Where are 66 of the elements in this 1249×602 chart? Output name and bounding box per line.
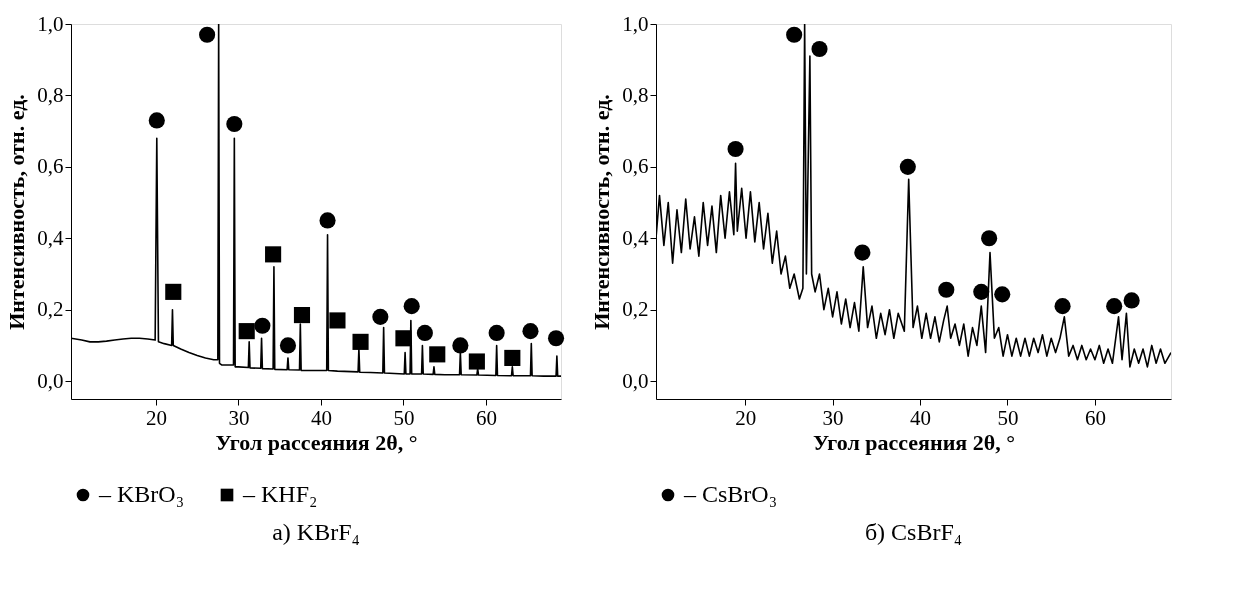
legend-label: – CsBrO₃	[683, 481, 778, 507]
point	[522, 323, 539, 340]
y-tick-label: 0,2	[622, 297, 649, 322]
x-axis-title: Угол рассеяния 2θ, °	[812, 429, 1016, 455]
point	[938, 281, 955, 298]
y-tick-label: 1,0	[622, 11, 649, 36]
point	[372, 308, 389, 325]
y-axis-title: Интенсивность, отн. ед.	[589, 94, 615, 330]
text: б) CsBrF₄	[864, 519, 963, 545]
point	[165, 283, 182, 300]
legend-label: – KHF₂	[242, 481, 318, 507]
point	[293, 307, 311, 324]
y-tick-label: 0,6	[622, 154, 649, 179]
point	[899, 158, 916, 175]
y-tick-label: 1,0	[37, 11, 64, 36]
x-tick-label: 40	[310, 405, 332, 430]
point	[319, 212, 336, 229]
point	[727, 140, 744, 158]
point	[352, 333, 369, 350]
y-tick-label: 0,4	[37, 225, 64, 250]
point	[504, 349, 521, 366]
y-tick-label: 0,0	[37, 368, 64, 393]
point	[786, 26, 803, 43]
y-tick-label: 0,8	[37, 82, 64, 107]
y-tick-label: 0,6	[37, 154, 64, 179]
point	[265, 246, 282, 263]
point	[452, 337, 469, 354]
y-tick-label: 0,0	[622, 368, 649, 393]
point	[488, 324, 505, 341]
y-tick-label: 0,8	[622, 82, 649, 107]
point	[811, 40, 828, 58]
point	[547, 330, 565, 347]
x-axis-title: Угол рассеяния 2θ, °	[215, 429, 418, 455]
point	[981, 230, 998, 247]
x-tick-label: 30	[228, 405, 250, 430]
point	[854, 244, 871, 261]
point	[994, 286, 1011, 303]
x-tick-label: 30	[822, 405, 844, 430]
legend-label: – KBrO₃	[98, 481, 185, 507]
y-tick-label: 0,2	[37, 297, 64, 322]
y-axis-title: Интенсивность, отн. ед.	[4, 94, 30, 330]
point	[1054, 298, 1071, 315]
point	[973, 283, 990, 300]
x-tick-label: 40	[910, 405, 932, 430]
x-tick-label: 50	[393, 405, 415, 430]
point	[395, 330, 412, 347]
point	[226, 115, 243, 133]
point	[254, 317, 271, 334]
point	[329, 312, 346, 329]
x-tick-label: 60	[1084, 405, 1106, 430]
x-tick-label: 60	[475, 405, 497, 430]
x-tick-label: 20	[735, 405, 757, 430]
point	[403, 298, 420, 315]
point	[416, 324, 433, 341]
text: а) KBrF₄	[272, 519, 360, 545]
point	[1106, 298, 1123, 315]
point	[199, 26, 216, 43]
point	[148, 112, 165, 129]
point	[279, 337, 297, 354]
point	[238, 323, 255, 340]
point	[468, 353, 485, 370]
point	[429, 346, 446, 363]
point	[1123, 292, 1140, 309]
x-tick-label: 20	[145, 405, 167, 430]
y-tick-label: 0,4	[622, 225, 649, 250]
x-tick-label: 50	[997, 405, 1019, 430]
